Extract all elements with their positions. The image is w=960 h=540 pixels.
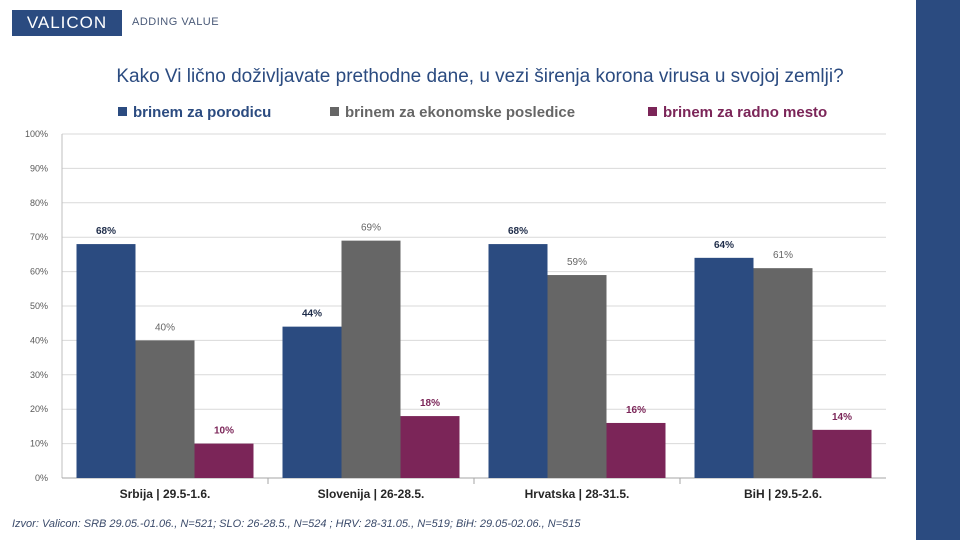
bar bbox=[606, 422, 666, 478]
x-category-label: BiH | 29.5-2.6. bbox=[744, 487, 822, 501]
data-label: 59% bbox=[567, 257, 587, 268]
data-label: 68% bbox=[96, 226, 116, 237]
side-decoration-bar bbox=[916, 0, 960, 540]
legend-swatch-porodicu bbox=[118, 107, 127, 116]
data-label: 14% bbox=[832, 412, 852, 423]
legend-item-porodicu: brinem za porodicu bbox=[118, 104, 271, 121]
legend-swatch-ekonomske bbox=[330, 107, 339, 116]
data-label: 18% bbox=[420, 398, 440, 409]
tagline: ADDING VALUE bbox=[132, 16, 220, 28]
legend-label-radno-mesto: brinem za radno mesto bbox=[663, 104, 828, 121]
source-note: Izvor: Valicon: SRB 29.05.-01.06., N=521… bbox=[12, 518, 581, 530]
bar bbox=[812, 429, 872, 478]
bar bbox=[194, 443, 254, 478]
data-label: 40% bbox=[155, 322, 175, 333]
legend-swatch-radno-mesto bbox=[648, 107, 657, 116]
y-tick-label: 0% bbox=[35, 473, 48, 483]
y-tick-label: 40% bbox=[30, 335, 48, 345]
data-label: 44% bbox=[302, 309, 322, 320]
chart-title: Kako Vi lično doživljavate prethodne dan… bbox=[116, 66, 844, 87]
bar bbox=[76, 244, 136, 478]
legend-item-ekonomske: brinem za ekonomske posledice bbox=[330, 104, 575, 121]
bar bbox=[135, 340, 195, 478]
legend-item-radno-mesto: brinem za radno mesto bbox=[648, 104, 827, 121]
y-tick-label: 90% bbox=[30, 163, 48, 173]
bar bbox=[488, 244, 548, 478]
data-label: 61% bbox=[773, 250, 793, 261]
x-category-label: Slovenija | 26-28.5. bbox=[318, 487, 425, 501]
y-tick-label: 60% bbox=[30, 267, 48, 277]
data-label: 69% bbox=[361, 223, 381, 234]
y-tick-label: 50% bbox=[30, 301, 48, 311]
y-tick-label: 80% bbox=[30, 198, 48, 208]
x-category-label: Srbija | 29.5-1.6. bbox=[120, 487, 211, 501]
x-category-label: Hrvatska | 28-31.5. bbox=[525, 487, 630, 501]
bar bbox=[282, 326, 342, 478]
y-tick-label: 100% bbox=[25, 129, 48, 139]
data-label: 68% bbox=[508, 226, 528, 237]
bar bbox=[753, 268, 813, 478]
bar bbox=[547, 275, 607, 478]
legend-label-ekonomske: brinem za ekonomske posledice bbox=[345, 104, 576, 121]
y-tick-label: 30% bbox=[30, 370, 48, 380]
bar bbox=[400, 416, 460, 478]
data-label: 10% bbox=[214, 426, 234, 437]
bar bbox=[341, 240, 401, 478]
data-label: 64% bbox=[714, 240, 734, 251]
valicon-logo: VALICON bbox=[12, 10, 122, 36]
data-label: 16% bbox=[626, 405, 646, 416]
y-tick-label: 10% bbox=[30, 439, 48, 449]
y-tick-label: 70% bbox=[30, 232, 48, 242]
bar bbox=[694, 257, 754, 478]
y-tick-label: 20% bbox=[30, 404, 48, 414]
legend-label-porodicu: brinem za porodicu bbox=[133, 104, 272, 121]
